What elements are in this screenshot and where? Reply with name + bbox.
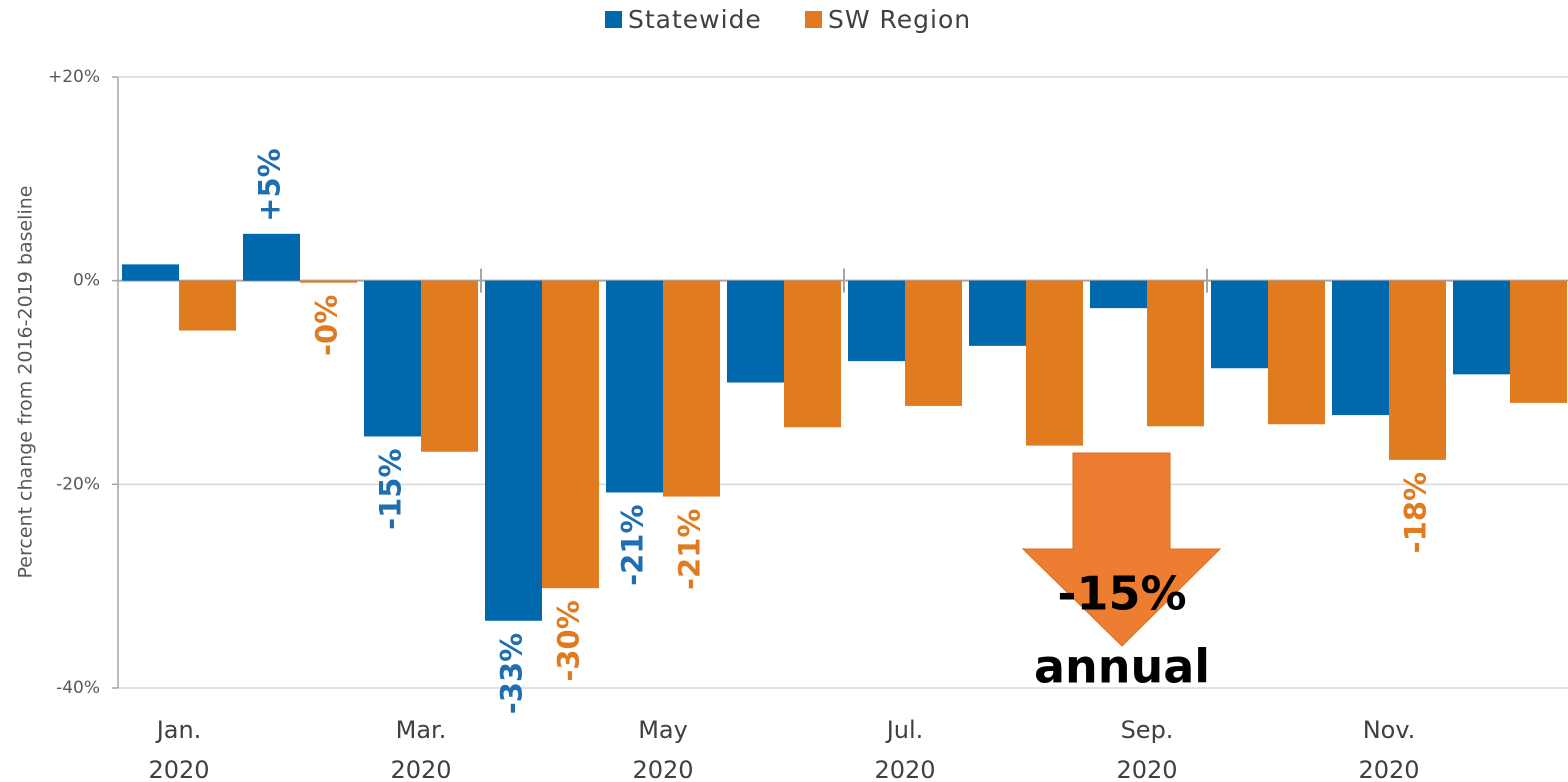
bar (1147, 280, 1204, 427)
y-tick-label: 0% (73, 271, 100, 291)
value-label: -21% (673, 509, 707, 590)
bar (1090, 280, 1147, 309)
bar (300, 280, 357, 283)
annotation-arrow (1021, 452, 1222, 647)
bar (969, 280, 1026, 346)
x-tick-label: Jul. 2020 (874, 716, 936, 782)
x-tick-label: Nov. 2020 (1358, 716, 1420, 782)
x-tick-label: Jan. 2020 (148, 716, 210, 782)
value-label: -21% (616, 504, 650, 585)
x-tick-label: May 2020 (632, 716, 694, 782)
bar (606, 280, 663, 493)
y-tick-label: +20% (48, 67, 100, 87)
bar (663, 280, 720, 497)
bar (122, 264, 179, 281)
bar (848, 280, 905, 362)
y-tick-label: -40% (56, 678, 100, 698)
bar (421, 280, 478, 452)
bar (1389, 280, 1446, 460)
x-tick-label: Mar. 2020 (390, 716, 452, 782)
value-label: -15% (374, 448, 408, 529)
bar (784, 280, 841, 428)
x-tick-label: Sep. 2020 (1116, 716, 1178, 782)
bar (542, 280, 599, 589)
legend-label: Statewide (628, 5, 762, 34)
value-label: -33% (495, 633, 529, 714)
legend-label: SW Region (828, 5, 971, 34)
value-label: -30% (552, 600, 586, 681)
bar (1211, 280, 1268, 369)
bar (905, 280, 962, 406)
legend-swatch (805, 11, 822, 28)
bar (1268, 280, 1325, 425)
bar (179, 280, 236, 331)
bar (727, 280, 784, 383)
legend-swatch (605, 11, 622, 28)
bar (1510, 280, 1567, 403)
bar (243, 233, 300, 281)
bar (1026, 280, 1083, 446)
annotation-text: annual (1034, 640, 1210, 694)
value-label: -18% (1399, 472, 1433, 553)
y-axis-label: Percent change from 2016-2019 baseline (15, 186, 37, 579)
bar (1453, 280, 1510, 375)
annotation-text: -15% (1057, 567, 1186, 621)
value-label: -0% (310, 295, 344, 356)
value-label: +5% (253, 148, 287, 222)
bar (1332, 280, 1389, 416)
bar (364, 280, 421, 437)
bar (485, 280, 542, 621)
y-tick-label: -20% (56, 474, 100, 494)
